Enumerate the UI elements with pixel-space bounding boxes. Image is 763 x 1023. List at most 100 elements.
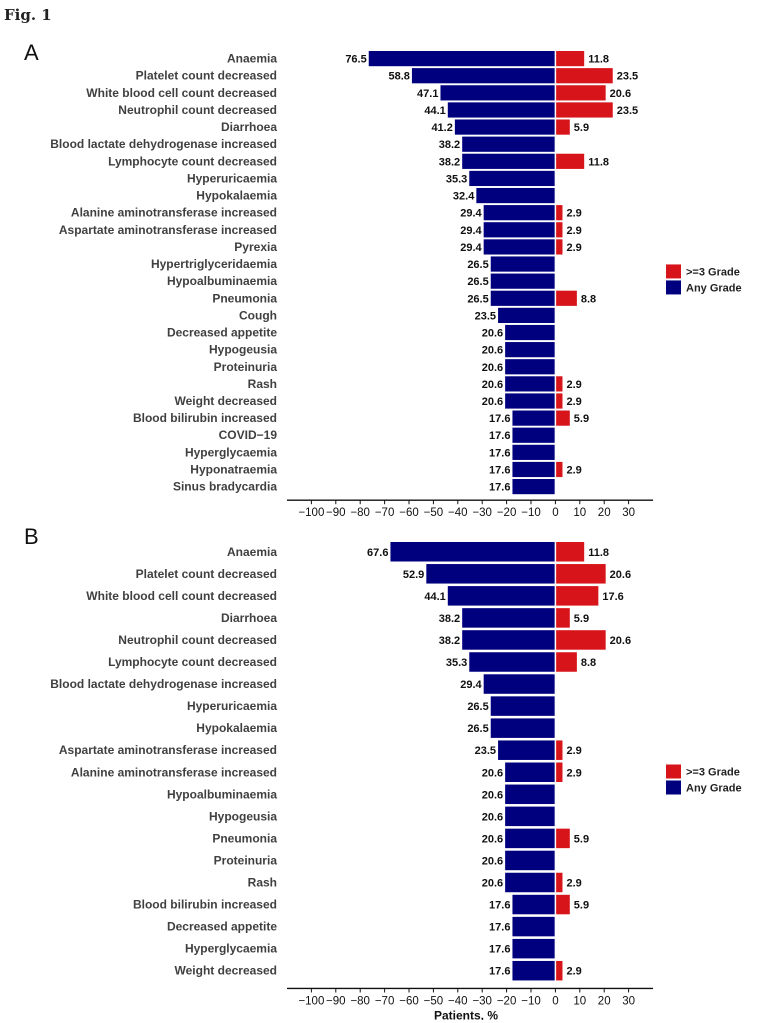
bar-grade-3-plus [556,542,585,562]
chart-panel-a: A Anaemia 76.5 11.8 Platelet count decreased… [24,40,742,516]
category-label: Hypokalaemia [196,721,277,735]
bar-any-grade [512,479,555,495]
bar-grade-3-plus [556,102,613,118]
value-label-any-grade: 38.2 [439,613,460,625]
bar-any-grade [447,102,555,118]
x-tick-label: −40 [448,995,468,1007]
value-label-any-grade: 38.2 [439,635,460,647]
category-label: Blood bilirubin increased [133,411,277,425]
value-label-any-grade: 26.5 [467,723,488,735]
category-label: Weight decreased [175,964,277,978]
bar-grade-3-plus [556,630,606,650]
category-label: Platelet count decreased [136,567,277,581]
bar-any-grade [462,136,555,152]
value-label-any-grade: 20.6 [482,345,503,357]
bar-any-grade [498,740,555,760]
legend-swatch [666,780,681,795]
value-label-any-grade: 26.5 [467,276,488,288]
value-label-any-grade: 20.6 [482,878,503,890]
x-tick-label: −20 [497,507,517,516]
category-label: White blood cell count decreased [86,589,277,603]
category-label: COVID−19 [219,428,278,442]
value-label-any-grade: 23.5 [475,745,496,757]
category-label: Pneumonia [212,831,277,845]
value-label-grade-3-plus: 5.9 [574,613,589,625]
category-label: Diarrhoea [221,611,277,625]
value-label-any-grade: 26.5 [467,701,488,713]
x-tick-label: −100 [298,995,324,1007]
legend-swatch [666,280,681,295]
bar-any-grade [483,205,555,221]
bar-any-grade [505,762,555,782]
x-tick-label: −80 [350,507,370,516]
x-tick-label: −90 [326,995,346,1007]
category-label: Alanine aminotransferase increased [71,206,277,220]
value-label-grade-3-plus: 2.9 [566,208,581,220]
bar-grade-3-plus [556,393,563,409]
bar-any-grade [490,696,555,716]
bar-any-grade [505,784,555,805]
category-label: Hypoalbuminaemia [167,274,277,288]
bar-any-grade [447,586,555,606]
value-label-grade-3-plus: 2.9 [566,396,581,408]
value-label-any-grade: 58.8 [389,71,410,83]
bar-any-grade [426,564,555,584]
value-label-grade-3-plus: 2.9 [566,878,581,890]
value-label-any-grade: 20.6 [482,855,503,867]
value-label-any-grade: 35.3 [446,173,467,185]
bar-any-grade [483,239,555,255]
value-label-any-grade: 20.6 [482,379,503,391]
value-label-any-grade: 38.2 [439,139,460,151]
legend-label: >=3 Grade [686,266,740,278]
value-label-any-grade: 17.6 [489,413,510,425]
value-label-any-grade: 29.4 [460,679,482,691]
category-label: Neutrophil count decreased [118,103,277,117]
value-label-any-grade: 23.5 [475,310,496,322]
bar-any-grade [490,273,555,289]
category-label: Rash [248,876,277,890]
bar-any-grade [505,324,555,341]
bar-any-grade [483,222,555,238]
category-label: Decreased appetite [167,326,277,340]
category-label: Blood bilirubin increased [133,898,277,912]
value-label-grade-3-plus: 5.9 [574,413,589,425]
category-label: Pneumonia [212,291,277,305]
value-label-grade-3-plus: 20.6 [610,88,631,100]
value-label-any-grade: 17.6 [489,482,510,494]
bar-any-grade [505,828,555,849]
category-label: Alanine aminotransferase increased [71,765,277,779]
bar-grade-3-plus [556,894,570,915]
value-label-grade-3-plus: 5.9 [574,833,589,845]
category-label: Sinus bradycardia [173,480,277,494]
value-label-any-grade: 17.6 [489,944,510,956]
category-label: Hypertriglyceridaemia [151,257,277,271]
value-label-grade-3-plus: 23.5 [617,105,638,117]
bar-grade-3-plus [556,153,585,169]
bar-grade-3-plus [556,608,570,628]
x-tick-label: −70 [375,995,395,1007]
figure-title: Fig. 1 [4,6,52,24]
value-label-any-grade: 26.5 [467,259,488,271]
value-label-any-grade: 26.5 [467,293,488,305]
value-label-grade-3-plus: 5.9 [574,122,589,134]
x-tick-label: −50 [424,507,444,516]
bar-grade-3-plus [556,762,563,782]
bar-any-grade [512,938,555,959]
value-label-grade-3-plus: 8.8 [581,293,596,305]
value-label-grade-3-plus: 2.9 [566,966,581,978]
bar-any-grade [390,542,555,562]
bar-any-grade [505,872,555,893]
bar-grade-3-plus [556,960,563,981]
bar-grade-3-plus [556,652,577,672]
x-tick-label: 0 [552,995,558,1007]
value-label-any-grade: 20.6 [482,328,503,340]
x-tick-label: 10 [573,995,586,1007]
category-label: Hyperuricaemia [187,171,277,185]
bar-any-grade [512,410,555,426]
category-label: Hypogeusia [209,343,277,357]
bar-any-grade [490,256,555,272]
x-tick-label: −40 [448,507,468,516]
category-label: Decreased appetite [167,920,277,934]
category-label: Hyperglycaemia [185,942,277,956]
value-label-grade-3-plus: 20.6 [610,569,631,581]
